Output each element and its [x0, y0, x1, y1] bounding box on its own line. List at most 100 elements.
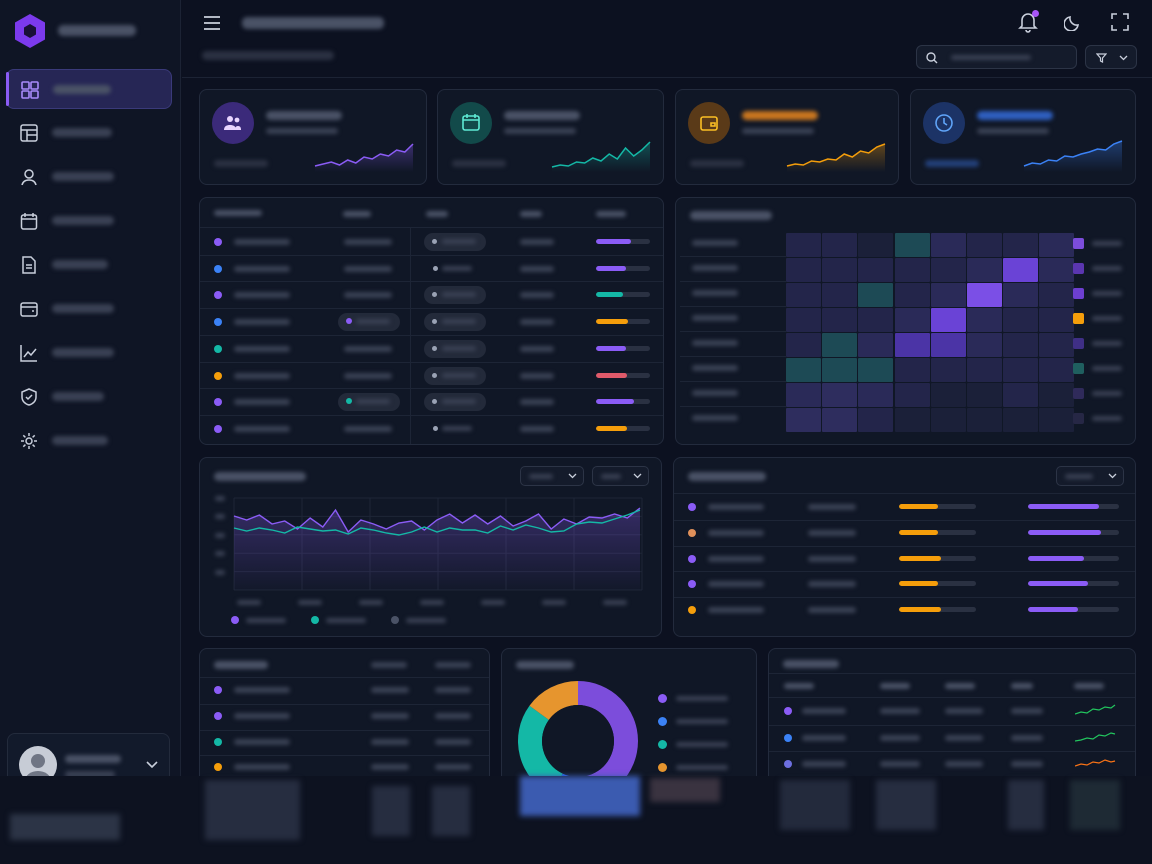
heatmap-cell[interactable]	[1003, 308, 1039, 332]
heatmap-cell[interactable]	[1003, 283, 1039, 307]
status-dot	[214, 238, 222, 246]
hexagon-logo-icon[interactable]	[14, 13, 46, 49]
heatmap-cell[interactable]	[894, 308, 930, 332]
status-pill[interactable]	[424, 339, 486, 358]
heatmap-cell[interactable]	[822, 408, 858, 432]
stat-card-1[interactable]	[199, 89, 427, 185]
heatmap-cell[interactable]	[894, 258, 930, 282]
heatmap-cell[interactable]	[930, 333, 966, 357]
heatmap-cell[interactable]	[930, 408, 966, 432]
heatmap-cell[interactable]	[1039, 333, 1075, 357]
heatmap-cell[interactable]	[786, 283, 821, 307]
heatmap-cell[interactable]	[967, 258, 1002, 282]
heatmap-cell[interactable]	[1003, 383, 1039, 407]
heatmap-cell[interactable]	[967, 308, 1002, 332]
sidebar-item-5[interactable]	[6, 245, 172, 285]
heatmap-cell[interactable]	[1039, 258, 1075, 282]
heatmap-cell[interactable]	[822, 358, 858, 382]
heatmap-cell[interactable]	[786, 358, 821, 382]
heatmap-cell[interactable]	[786, 408, 821, 432]
heatmap-cell[interactable]	[822, 383, 858, 407]
sidebar-item-2[interactable]	[6, 113, 172, 153]
heatmap-cell[interactable]	[822, 283, 858, 307]
status-pill[interactable]	[424, 393, 486, 412]
heatmap-cell[interactable]	[822, 233, 858, 257]
sidebar-item-8[interactable]	[6, 377, 172, 417]
heatmap-cell[interactable]	[822, 258, 858, 282]
y-tick-label	[215, 514, 225, 520]
heatmap-cell[interactable]	[967, 358, 1002, 382]
heatmap-cell[interactable]	[967, 408, 1002, 432]
metric-dropdown[interactable]	[592, 466, 649, 486]
heatmap-cell[interactable]	[1003, 233, 1039, 257]
heatmap-cell[interactable]	[786, 383, 821, 407]
heatmap-cell[interactable]	[967, 333, 1002, 357]
heatmap-cell[interactable]	[894, 333, 930, 357]
heatmap-cell[interactable]	[858, 233, 894, 257]
heatmap-cell[interactable]	[930, 258, 966, 282]
heatmap-cell[interactable]	[858, 258, 894, 282]
status-label	[442, 292, 476, 298]
search-input[interactable]	[916, 45, 1077, 69]
row-amount	[520, 372, 554, 379]
sidebar-item-9[interactable]	[6, 421, 172, 461]
heatmap-cell[interactable]	[1039, 283, 1075, 307]
heatmap-cell[interactable]	[1003, 333, 1039, 357]
status-pill[interactable]	[424, 366, 486, 385]
progress-bar-orange	[899, 607, 976, 613]
heatmap-cell[interactable]	[1039, 233, 1075, 257]
filter-button[interactable]	[1085, 45, 1137, 69]
heatmap-cell[interactable]	[1039, 383, 1075, 407]
fullscreen-icon[interactable]	[1111, 13, 1129, 31]
heatmap-cell[interactable]	[967, 383, 1002, 407]
heatmap-cell[interactable]	[786, 233, 821, 257]
heatmap-cell[interactable]	[858, 358, 894, 382]
heatmap-cell[interactable]	[930, 358, 966, 382]
hamburger-menu-icon[interactable]	[203, 15, 221, 31]
heatmap-cell[interactable]	[786, 308, 821, 332]
stat-card-3[interactable]	[675, 89, 899, 185]
heatmap-cell[interactable]	[894, 283, 930, 307]
heatmap-cell[interactable]	[930, 308, 966, 332]
heatmap-cell[interactable]	[967, 233, 1002, 257]
notification-button[interactable]	[1018, 10, 1039, 33]
heatmap-cell[interactable]	[967, 283, 1002, 307]
heatmap-cell[interactable]	[858, 283, 894, 307]
heatmap-cell[interactable]	[894, 233, 930, 257]
stat-card-4[interactable]	[910, 89, 1136, 185]
heatmap-cell[interactable]	[894, 408, 930, 432]
heatmap-cell[interactable]	[1039, 358, 1075, 382]
heatmap-cell[interactable]	[894, 358, 930, 382]
heatmap-cell[interactable]	[1003, 358, 1039, 382]
sort-dropdown[interactable]	[1056, 466, 1124, 486]
range-dropdown[interactable]	[520, 466, 584, 486]
status-pill[interactable]	[424, 313, 486, 332]
heatmap-cell[interactable]	[1039, 308, 1075, 332]
heatmap-cell[interactable]	[1039, 408, 1075, 432]
moon-icon[interactable]	[1064, 13, 1082, 31]
heatmap-cell[interactable]	[1003, 408, 1039, 432]
heatmap-cell[interactable]	[858, 383, 894, 407]
heatmap-cell[interactable]	[822, 308, 858, 332]
sidebar-item-4[interactable]	[6, 201, 172, 241]
chevron-down-icon[interactable]	[146, 761, 158, 769]
heatmap-cell[interactable]	[858, 408, 894, 432]
sidebar-item-7[interactable]	[6, 333, 172, 373]
heatmap-cell[interactable]	[930, 233, 966, 257]
tag-label	[356, 319, 390, 325]
heatmap-cell[interactable]	[930, 383, 966, 407]
sidebar-item-6[interactable]	[6, 289, 172, 329]
heatmap-cell[interactable]	[786, 258, 821, 282]
stat-card-2[interactable]	[437, 89, 664, 185]
heatmap-cell[interactable]	[858, 308, 894, 332]
sidebar-item-1[interactable]	[6, 69, 172, 109]
heatmap-cell[interactable]	[930, 283, 966, 307]
heatmap-cell[interactable]	[786, 333, 821, 357]
heatmap-cell[interactable]	[858, 333, 894, 357]
sidebar-item-3[interactable]	[6, 157, 172, 197]
heatmap-cell[interactable]	[1003, 258, 1039, 282]
status-pill[interactable]	[424, 286, 486, 305]
heatmap-cell[interactable]	[894, 383, 930, 407]
heatmap-cell[interactable]	[822, 333, 858, 357]
status-pill[interactable]	[424, 233, 486, 251]
